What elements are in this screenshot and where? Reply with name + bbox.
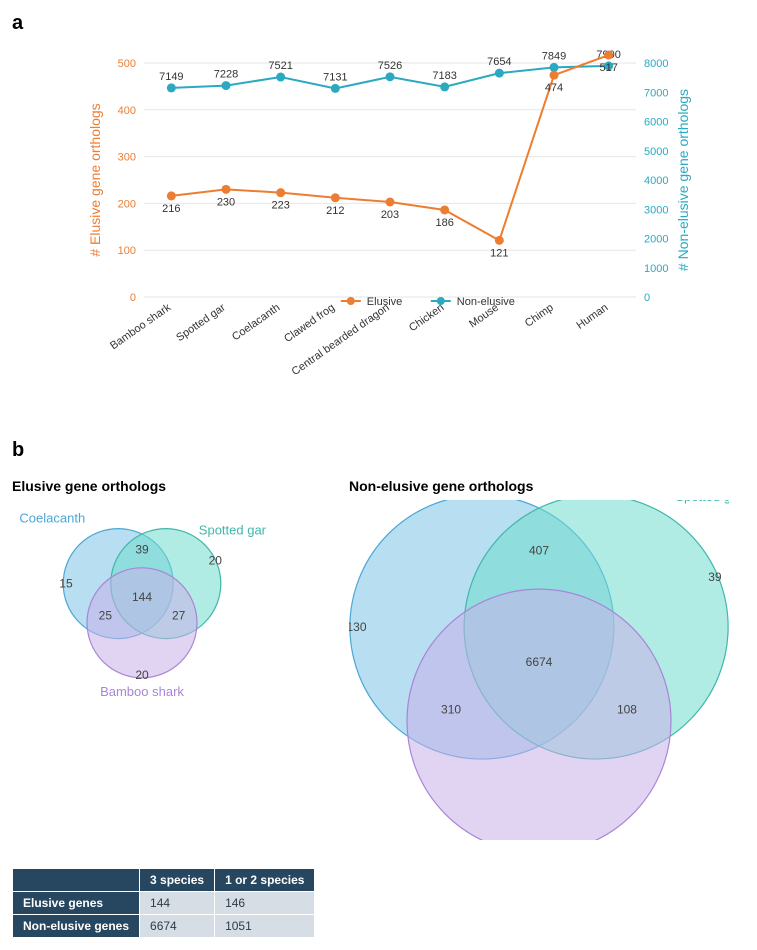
- svg-text:230: 230: [217, 196, 235, 208]
- svg-text:203: 203: [381, 209, 399, 221]
- svg-text:6000: 6000: [644, 117, 668, 129]
- svg-text:15: 15: [59, 577, 73, 591]
- panel-b-label: b: [12, 439, 745, 462]
- svg-text:Bamboo shark: Bamboo shark: [100, 684, 184, 699]
- svg-text:7526: 7526: [378, 60, 402, 72]
- svg-text:216: 216: [162, 203, 180, 215]
- svg-text:310: 310: [441, 703, 461, 717]
- svg-text:27: 27: [172, 609, 186, 623]
- svg-text:Human: Human: [574, 302, 610, 332]
- svg-text:7183: 7183: [432, 70, 456, 82]
- table-cell: 1051: [215, 915, 315, 938]
- svg-text:25: 25: [99, 609, 113, 623]
- svg-text:7849: 7849: [542, 50, 566, 62]
- svg-text:6674: 6674: [526, 655, 553, 669]
- svg-text:407: 407: [529, 543, 549, 557]
- svg-text:4000: 4000: [644, 175, 668, 187]
- svg-text:0: 0: [130, 292, 136, 304]
- svg-text:Non-elusive: Non-elusive: [457, 296, 515, 308]
- svg-text:130: 130: [349, 620, 367, 634]
- svg-text:Chicken: Chicken: [407, 302, 446, 335]
- svg-text:300: 300: [118, 152, 136, 164]
- svg-text:100: 100: [118, 245, 136, 257]
- svg-text:2000: 2000: [644, 234, 668, 246]
- svg-text:7149: 7149: [159, 71, 183, 83]
- svg-text:Central bearded dragon: Central bearded dragon: [290, 302, 392, 378]
- venn-elusive-title: Elusive gene orthologs: [12, 478, 166, 494]
- svg-text:20: 20: [209, 553, 223, 567]
- svg-text:186: 186: [435, 217, 453, 229]
- svg-text:500: 500: [118, 58, 136, 70]
- table-header-cell: [13, 869, 140, 892]
- table-header-cell: 1 or 2 species: [215, 869, 315, 892]
- svg-text:39: 39: [135, 542, 149, 556]
- venn-elusive: 15 20 20 39 27 25 144 Coelacanth Spotted gar Bamb…: [12, 500, 272, 710]
- table-cell: Non-elusive genes: [13, 915, 140, 938]
- svg-text:212: 212: [326, 205, 344, 217]
- svg-text:Chimp: Chimp: [523, 302, 556, 330]
- svg-text:# Elusive gene orthologs: # Elusive gene orthologs: [87, 103, 103, 256]
- table-header-cell: 3 species: [140, 869, 215, 892]
- svg-text:1000: 1000: [644, 263, 668, 275]
- svg-text:Clawed frog: Clawed frog: [282, 302, 337, 346]
- svg-text:5000: 5000: [644, 146, 668, 158]
- svg-text:400: 400: [118, 105, 136, 117]
- venn-nonelusive: 13039574071083106674CoelacanthSpotted ga…: [349, 500, 729, 840]
- table-cell: 144: [140, 892, 215, 915]
- svg-text:Elusive: Elusive: [367, 296, 402, 308]
- svg-text:7131: 7131: [323, 71, 347, 83]
- svg-text:20: 20: [135, 668, 149, 682]
- svg-text:Coelacanth: Coelacanth: [230, 302, 282, 344]
- svg-text:144: 144: [132, 590, 152, 604]
- svg-text:200: 200: [118, 198, 136, 210]
- table-cell: Elusive genes: [13, 892, 140, 915]
- svg-text:Bamboo shark: Bamboo shark: [108, 301, 173, 352]
- panel-a-label: a: [12, 12, 745, 35]
- table-cell: 146: [215, 892, 315, 915]
- svg-text:108: 108: [617, 703, 637, 717]
- svg-text:0: 0: [644, 292, 650, 304]
- dual-axis-chart: 0100200300400500010002000300040005000600…: [72, 45, 712, 405]
- svg-text:7000: 7000: [644, 87, 668, 99]
- table-cell: 6674: [140, 915, 215, 938]
- summary-table: 3 species1 or 2 species Elusive genes1441…: [12, 868, 315, 938]
- svg-text:39: 39: [708, 570, 722, 584]
- svg-text:7521: 7521: [268, 60, 292, 72]
- svg-text:Coelacanth: Coelacanth: [19, 511, 85, 526]
- svg-text:7654: 7654: [487, 56, 511, 68]
- svg-text:Spotted gar: Spotted gar: [675, 500, 729, 504]
- panel-a: 0100200300400500010002000300040005000600…: [12, 39, 742, 409]
- svg-text:474: 474: [545, 82, 563, 94]
- svg-text:121: 121: [490, 247, 508, 259]
- svg-text:223: 223: [271, 200, 289, 212]
- svg-text:8000: 8000: [644, 58, 668, 70]
- svg-text:Spotted gar: Spotted gar: [199, 523, 267, 538]
- svg-text:# Non-elusive gene orthologs: # Non-elusive gene orthologs: [675, 89, 691, 271]
- svg-text:Spotted gar: Spotted gar: [174, 301, 228, 344]
- svg-text:3000: 3000: [644, 204, 668, 216]
- venn-nonelusive-title: Non-elusive gene orthologs: [349, 478, 533, 494]
- svg-text:7228: 7228: [214, 69, 238, 81]
- svg-text:517: 517: [599, 62, 617, 74]
- panel-b: Elusive gene orthologs 15 20 20 39 27 25 144 Co…: [12, 478, 745, 938]
